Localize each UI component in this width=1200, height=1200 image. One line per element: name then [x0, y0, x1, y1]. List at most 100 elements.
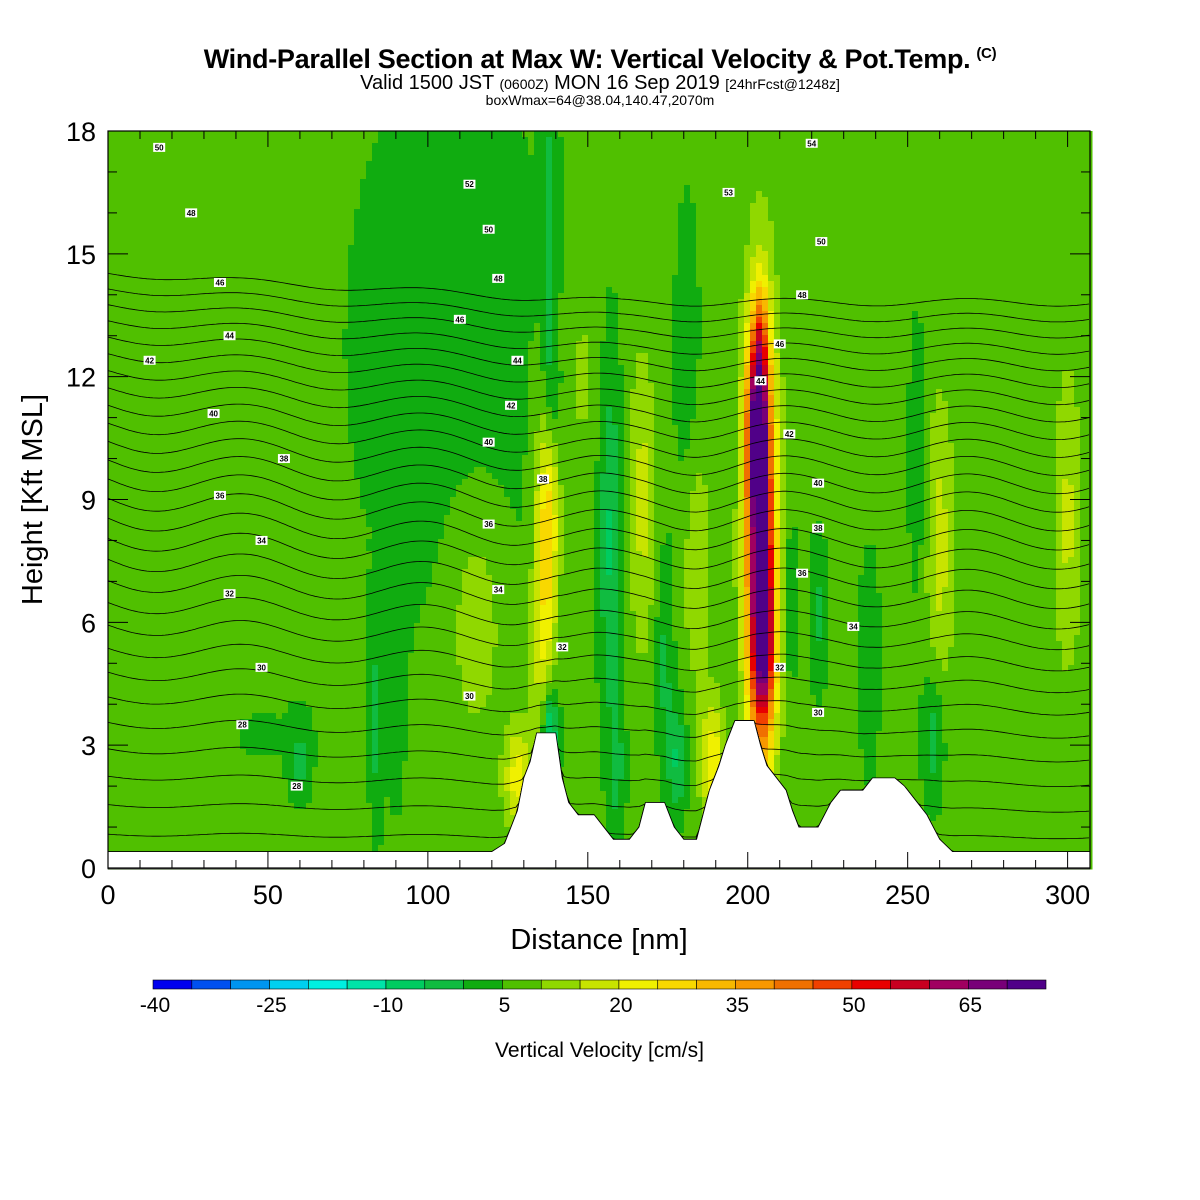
isotherm-38 — [107, 553, 1090, 590]
colorbar-swatch — [463, 979, 503, 990]
colorbar-tick-label: 5 — [499, 994, 511, 1017]
colorbar-tick-label: -40 — [140, 994, 170, 1017]
forecast-info: [24hrFcst@1248z] — [725, 76, 840, 92]
isotherm-label: 32 — [223, 589, 236, 599]
chart-title-text: Wind-Parallel Section at Max W: Vertical… — [204, 44, 971, 74]
isotherm-label: 28 — [236, 720, 249, 730]
isotherm-label: 38 — [812, 523, 825, 533]
isotherm-label: 42 — [783, 429, 796, 439]
colorbar-swatch — [773, 979, 814, 990]
colorbar-swatch — [424, 979, 464, 990]
isotherm-label: 44 — [511, 355, 524, 365]
isotherm-48 — [107, 370, 1090, 406]
colorbar-swatch — [735, 979, 775, 990]
colorbar-tick-label: 50 — [842, 994, 865, 1017]
colorbar-swatch — [1006, 979, 1047, 990]
x-tick-label: 0 — [100, 880, 115, 910]
colorbar-swatch — [385, 979, 426, 990]
colorbar-tick-label: 20 — [609, 994, 632, 1017]
colorbar-swatch — [618, 979, 659, 990]
y-tick-label: 18 — [66, 117, 96, 147]
colorbar-tick-label: 65 — [959, 994, 982, 1017]
colorbar-title: Vertical Velocity [cm/s] — [495, 1039, 704, 1062]
colorbar-swatch — [812, 979, 853, 990]
box-wmax-info: boxWmax=64@38.04,140.47,2070m — [0, 92, 1200, 108]
x-tick-label: 300 — [1045, 880, 1090, 910]
isotherm-label: 48 — [185, 208, 198, 218]
isotherm-41 — [107, 493, 1090, 532]
colorbar-swatch — [230, 979, 270, 990]
isotherm-44 — [107, 438, 1090, 476]
isotherm-label: 48 — [796, 290, 809, 300]
colorbar-swatch — [540, 979, 581, 990]
isotherm-label: 53 — [722, 187, 735, 197]
colorbar-swatch — [502, 979, 542, 990]
isotherm-label: 36 — [482, 519, 495, 529]
isotherm-52 — [107, 304, 1090, 339]
isotherm-label: 36 — [796, 568, 809, 578]
copyright-mark: (C) — [976, 45, 996, 62]
isotherm-label: 38 — [537, 474, 550, 484]
isotherm-labels: 50 52 53 54 48 50 50 46 48 48 46 44 46 42 44 44 40 42 42 40… — [143, 138, 860, 791]
isotherm-label: 46 — [773, 339, 786, 349]
colorbar-swatch — [269, 979, 309, 990]
isotherm-30 — [107, 720, 1090, 763]
y-tick-label: 6 — [81, 608, 96, 638]
isotherm-40 — [107, 512, 1090, 551]
isotherm-39 — [107, 532, 1090, 570]
x-tick-label: 50 — [253, 880, 283, 910]
colorbar-swatch — [579, 979, 620, 990]
y-axis-title: Height [Kft MSL] — [17, 394, 49, 605]
colorbar-swatch — [308, 979, 348, 990]
colorbar-swatch — [152, 979, 193, 990]
valid-time: Valid 1500 JST — [360, 72, 494, 94]
isotherm-label: 44 — [223, 331, 236, 341]
isotherm-label: 38 — [277, 454, 290, 464]
isotherm-37 — [107, 575, 1090, 610]
isotherm-46 — [107, 403, 1090, 440]
colorbar-swatch — [929, 979, 969, 990]
terrain — [107, 720, 1091, 870]
isotherm-28 — [107, 720, 1090, 813]
isotherm-label: 50 — [153, 142, 166, 152]
isotherm-29 — [107, 720, 1090, 787]
isotherm-31 — [107, 719, 1090, 739]
isotherm-label: 46 — [213, 277, 226, 287]
colorbar: -40 -25 -10 5 20 35 50 65 Vertical Velocity [cm/… — [140, 979, 1047, 1062]
colorbar-swatch — [851, 979, 891, 990]
isotherm-label: 40 — [812, 478, 825, 488]
isotherm-label: 50 — [815, 237, 828, 247]
isotherm-54 — [107, 273, 1090, 307]
colorbar-swatch — [346, 979, 387, 990]
x-tick-label: 250 — [885, 880, 930, 910]
isotherm-label: 50 — [482, 224, 495, 234]
isotherm-label: 46 — [453, 314, 466, 324]
isotherm-51 — [107, 320, 1090, 355]
y-tick-label: 12 — [66, 363, 96, 393]
y-tick-label: 3 — [81, 731, 96, 761]
potential-temperature-contours — [107, 273, 1090, 852]
isotherm-label: 52 — [463, 179, 476, 189]
y-tick-label: 0 — [81, 854, 96, 884]
isotherm-label: 36 — [213, 490, 226, 500]
chart-title: Wind-Parallel Section at Max W: Vertical… — [0, 44, 1200, 75]
colorbar-swatch — [968, 979, 1008, 990]
isotherm-label: 34 — [847, 621, 860, 631]
isotherm-35 — [107, 620, 1090, 651]
isotherm-label: 42 — [143, 355, 156, 365]
y-tick-label: 9 — [81, 486, 96, 516]
isotherm-32 — [107, 693, 1090, 716]
colorbar-tick-label: 35 — [726, 994, 749, 1017]
isotherm-50 — [107, 336, 1090, 372]
isotherm-label: 30 — [812, 707, 825, 717]
isotherm-42 — [107, 474, 1090, 513]
isotherm-label: 32 — [773, 662, 786, 672]
isotherm-label: 40 — [482, 437, 495, 447]
isotherm-label: 30 — [255, 662, 268, 672]
tick-marks — [108, 131, 1090, 868]
x-axis-title: Distance [nm] — [510, 924, 687, 956]
x-tick-label: 150 — [565, 880, 610, 910]
colorbar-swatch — [696, 979, 736, 990]
isotherm-53 — [107, 288, 1090, 323]
